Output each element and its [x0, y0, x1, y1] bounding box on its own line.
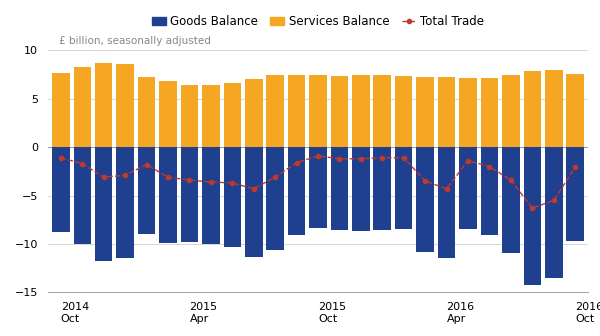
Total Trade	[272, 175, 279, 179]
Bar	[74, 147, 91, 244]
Bar	[159, 147, 177, 243]
Total Trade	[486, 165, 493, 169]
Bar	[181, 147, 198, 242]
Total Trade	[464, 159, 472, 163]
Bar	[52, 147, 70, 232]
Bar	[481, 79, 498, 147]
Legend: Goods Balance, Services Balance, Total Trade: Goods Balance, Services Balance, Total T…	[152, 15, 484, 28]
Bar	[223, 147, 241, 247]
Bar	[116, 147, 134, 258]
Bar	[438, 147, 455, 258]
Total Trade	[422, 179, 429, 183]
Bar	[481, 147, 498, 235]
Bar	[245, 79, 263, 147]
Bar	[416, 147, 434, 252]
Bar	[223, 83, 241, 147]
Total Trade	[57, 156, 64, 160]
Bar	[138, 78, 155, 147]
Total Trade	[164, 175, 172, 179]
Total Trade	[186, 178, 193, 182]
Bar	[523, 147, 541, 285]
Bar	[545, 70, 563, 147]
Bar	[266, 147, 284, 250]
Bar	[52, 73, 70, 147]
Bar	[309, 75, 327, 147]
Total Trade	[336, 157, 343, 161]
Total Trade	[443, 187, 450, 191]
Bar	[502, 147, 520, 253]
Total Trade	[572, 165, 579, 169]
Total Trade	[314, 154, 322, 158]
Bar	[352, 75, 370, 147]
Bar	[502, 75, 520, 147]
Bar	[331, 147, 348, 230]
Line: Total Trade: Total Trade	[59, 154, 577, 210]
Total Trade	[379, 156, 386, 160]
Total Trade	[529, 206, 536, 210]
Bar	[416, 77, 434, 147]
Total Trade	[507, 178, 514, 182]
Bar	[309, 147, 327, 228]
Total Trade	[122, 173, 129, 177]
Total Trade	[293, 161, 300, 165]
Bar	[266, 75, 284, 147]
Bar	[202, 85, 220, 147]
Total Trade	[207, 180, 214, 184]
Bar	[523, 71, 541, 147]
Text: £ billion, seasonally adjusted: £ billion, seasonally adjusted	[59, 36, 211, 46]
Bar	[373, 147, 391, 230]
Bar	[331, 76, 348, 147]
Bar	[459, 79, 477, 147]
Total Trade	[550, 198, 557, 202]
Bar	[138, 147, 155, 234]
Bar	[566, 147, 584, 241]
Bar	[288, 147, 305, 235]
Bar	[159, 81, 177, 147]
Bar	[373, 75, 391, 147]
Bar	[74, 67, 91, 147]
Bar	[95, 63, 113, 147]
Bar	[202, 147, 220, 244]
Bar	[116, 64, 134, 147]
Bar	[459, 147, 477, 229]
Bar	[545, 147, 563, 278]
Bar	[245, 147, 263, 256]
Bar	[395, 76, 413, 147]
Bar	[566, 74, 584, 147]
Total Trade	[100, 175, 107, 179]
Bar	[181, 85, 198, 147]
Bar	[288, 75, 305, 147]
Total Trade	[400, 156, 407, 160]
Total Trade	[79, 162, 86, 166]
Bar	[395, 147, 413, 229]
Total Trade	[357, 157, 364, 161]
Bar	[95, 147, 113, 261]
Bar	[438, 78, 455, 147]
Total Trade	[229, 181, 236, 185]
Total Trade	[250, 187, 257, 191]
Total Trade	[143, 163, 150, 167]
Bar	[352, 147, 370, 232]
